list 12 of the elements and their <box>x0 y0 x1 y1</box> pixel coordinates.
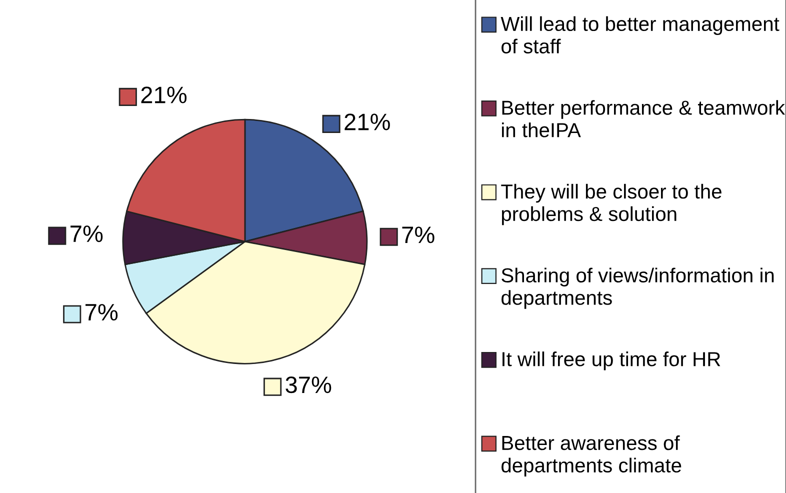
legend-label: Better awareness of departments climate <box>502 435 682 477</box>
legend-label: Better performance & teamwork in theIPA <box>502 100 786 138</box>
data-label: 37% <box>286 376 332 394</box>
data-label: 7% <box>86 304 118 320</box>
legend-label: Will lead to better management of staff <box>500 16 780 54</box>
data-label: 21% <box>344 114 390 130</box>
data-label: 7% <box>402 226 434 244</box>
data-label: 21% <box>141 86 187 104</box>
legend-label: Sharing of views/information in departments <box>502 268 774 309</box>
data-label: 7% <box>70 226 103 242</box>
legend-label: They will be clsoer to the problems & solution <box>501 184 722 226</box>
legend-label: It will free up time for HR <box>502 352 720 370</box>
